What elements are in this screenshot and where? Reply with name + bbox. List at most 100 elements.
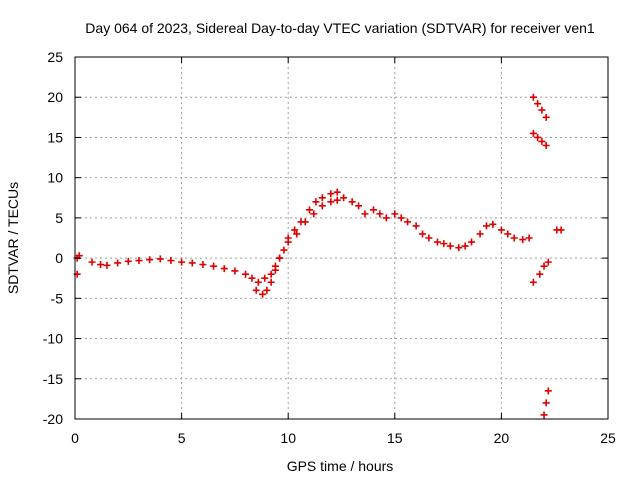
x-tick-label: 10 [280,430,296,446]
data-point [412,222,420,230]
data-point [333,188,341,196]
data-point [529,93,537,101]
data-point [199,261,207,269]
data-point [376,210,384,218]
data-point [254,278,262,286]
data-point [156,255,164,263]
data-point [114,259,122,267]
data-point [312,198,320,206]
data-point [468,238,476,246]
data-point [476,230,484,238]
y-tick-label: -15 [43,371,63,387]
x-tick-label: 25 [600,430,616,446]
data-point [497,226,505,234]
data-point [167,257,175,265]
data-point [293,230,301,238]
data-point [301,218,309,226]
data-point [231,267,239,275]
data-point [333,196,341,204]
data-point [529,278,537,286]
y-tick-label: 10 [47,170,63,186]
data-point [557,226,565,234]
data-point [542,399,550,407]
y-tick-label: 20 [47,89,63,105]
data-point [404,218,412,226]
data-point [510,234,518,242]
data-point [242,270,250,278]
data-point [461,242,469,250]
data-point [504,230,512,238]
x-tick-label: 15 [387,430,403,446]
data-point [252,286,260,294]
data-point [276,254,284,262]
data-point [433,238,441,246]
data-point [529,129,537,137]
data-point [425,234,433,242]
data-point [220,265,228,273]
data-point [267,270,275,278]
data-point [340,194,348,202]
data-point [536,270,544,278]
y-tick-label: 5 [55,210,63,226]
data-point [178,258,186,266]
data-point [534,133,542,141]
data-point [310,210,318,218]
data-point [248,274,256,282]
data-point [542,141,550,149]
data-point [259,290,267,298]
y-tick-label: 15 [47,129,63,145]
data-point [271,266,279,274]
data-point [188,259,196,267]
data-point [361,210,369,218]
data-point [542,113,550,121]
data-point [280,246,288,254]
data-point [534,100,542,108]
data-point [135,257,143,265]
data-point [327,190,335,198]
data-point [544,258,552,266]
data-point [318,202,326,210]
data-point [327,198,335,206]
x-tick-label: 5 [178,430,186,446]
y-tick-label: -10 [43,331,63,347]
data-point [455,244,463,252]
series-1 [252,196,341,298]
chart-title: Day 064 of 2023, Sidereal Day-to-day VTE… [85,20,595,36]
y-tick-label: -5 [51,290,64,306]
data-point [146,256,154,264]
data-point [544,387,552,395]
data-point [540,411,548,419]
y-tick-label: 0 [55,250,63,266]
data-point [97,261,105,269]
data-point [519,236,527,244]
data-point [210,262,218,270]
data-points [73,93,565,419]
data-point [440,240,448,248]
data-point [538,106,546,114]
data-point [263,286,271,294]
data-point [525,234,533,242]
data-point [540,262,548,270]
y-tick-label: 25 [47,49,63,65]
data-point [318,194,326,202]
data-point [419,230,427,238]
data-point [306,206,314,214]
data-point [88,258,96,266]
data-point [397,214,405,222]
plot-frame [74,56,609,420]
x-axis-label: GPS time / hours [287,458,394,474]
data-point [482,222,490,230]
x-tick-label: 20 [494,430,510,446]
data-point [284,238,292,246]
grid-lines [75,57,608,419]
data-point [538,137,546,145]
data-point [261,274,269,282]
series-0 [73,93,565,419]
data-point [348,198,356,206]
y-axis-label: SDTVAR / TECUs [5,182,21,294]
data-point [124,257,132,265]
data-point [369,206,377,214]
data-point [267,278,275,286]
axis-ticks: 0 5 10 15 20 25 -20 -15 -10 -5 0 5 10 15 20 25 [43,49,616,446]
y-tick-label: -20 [43,411,63,427]
